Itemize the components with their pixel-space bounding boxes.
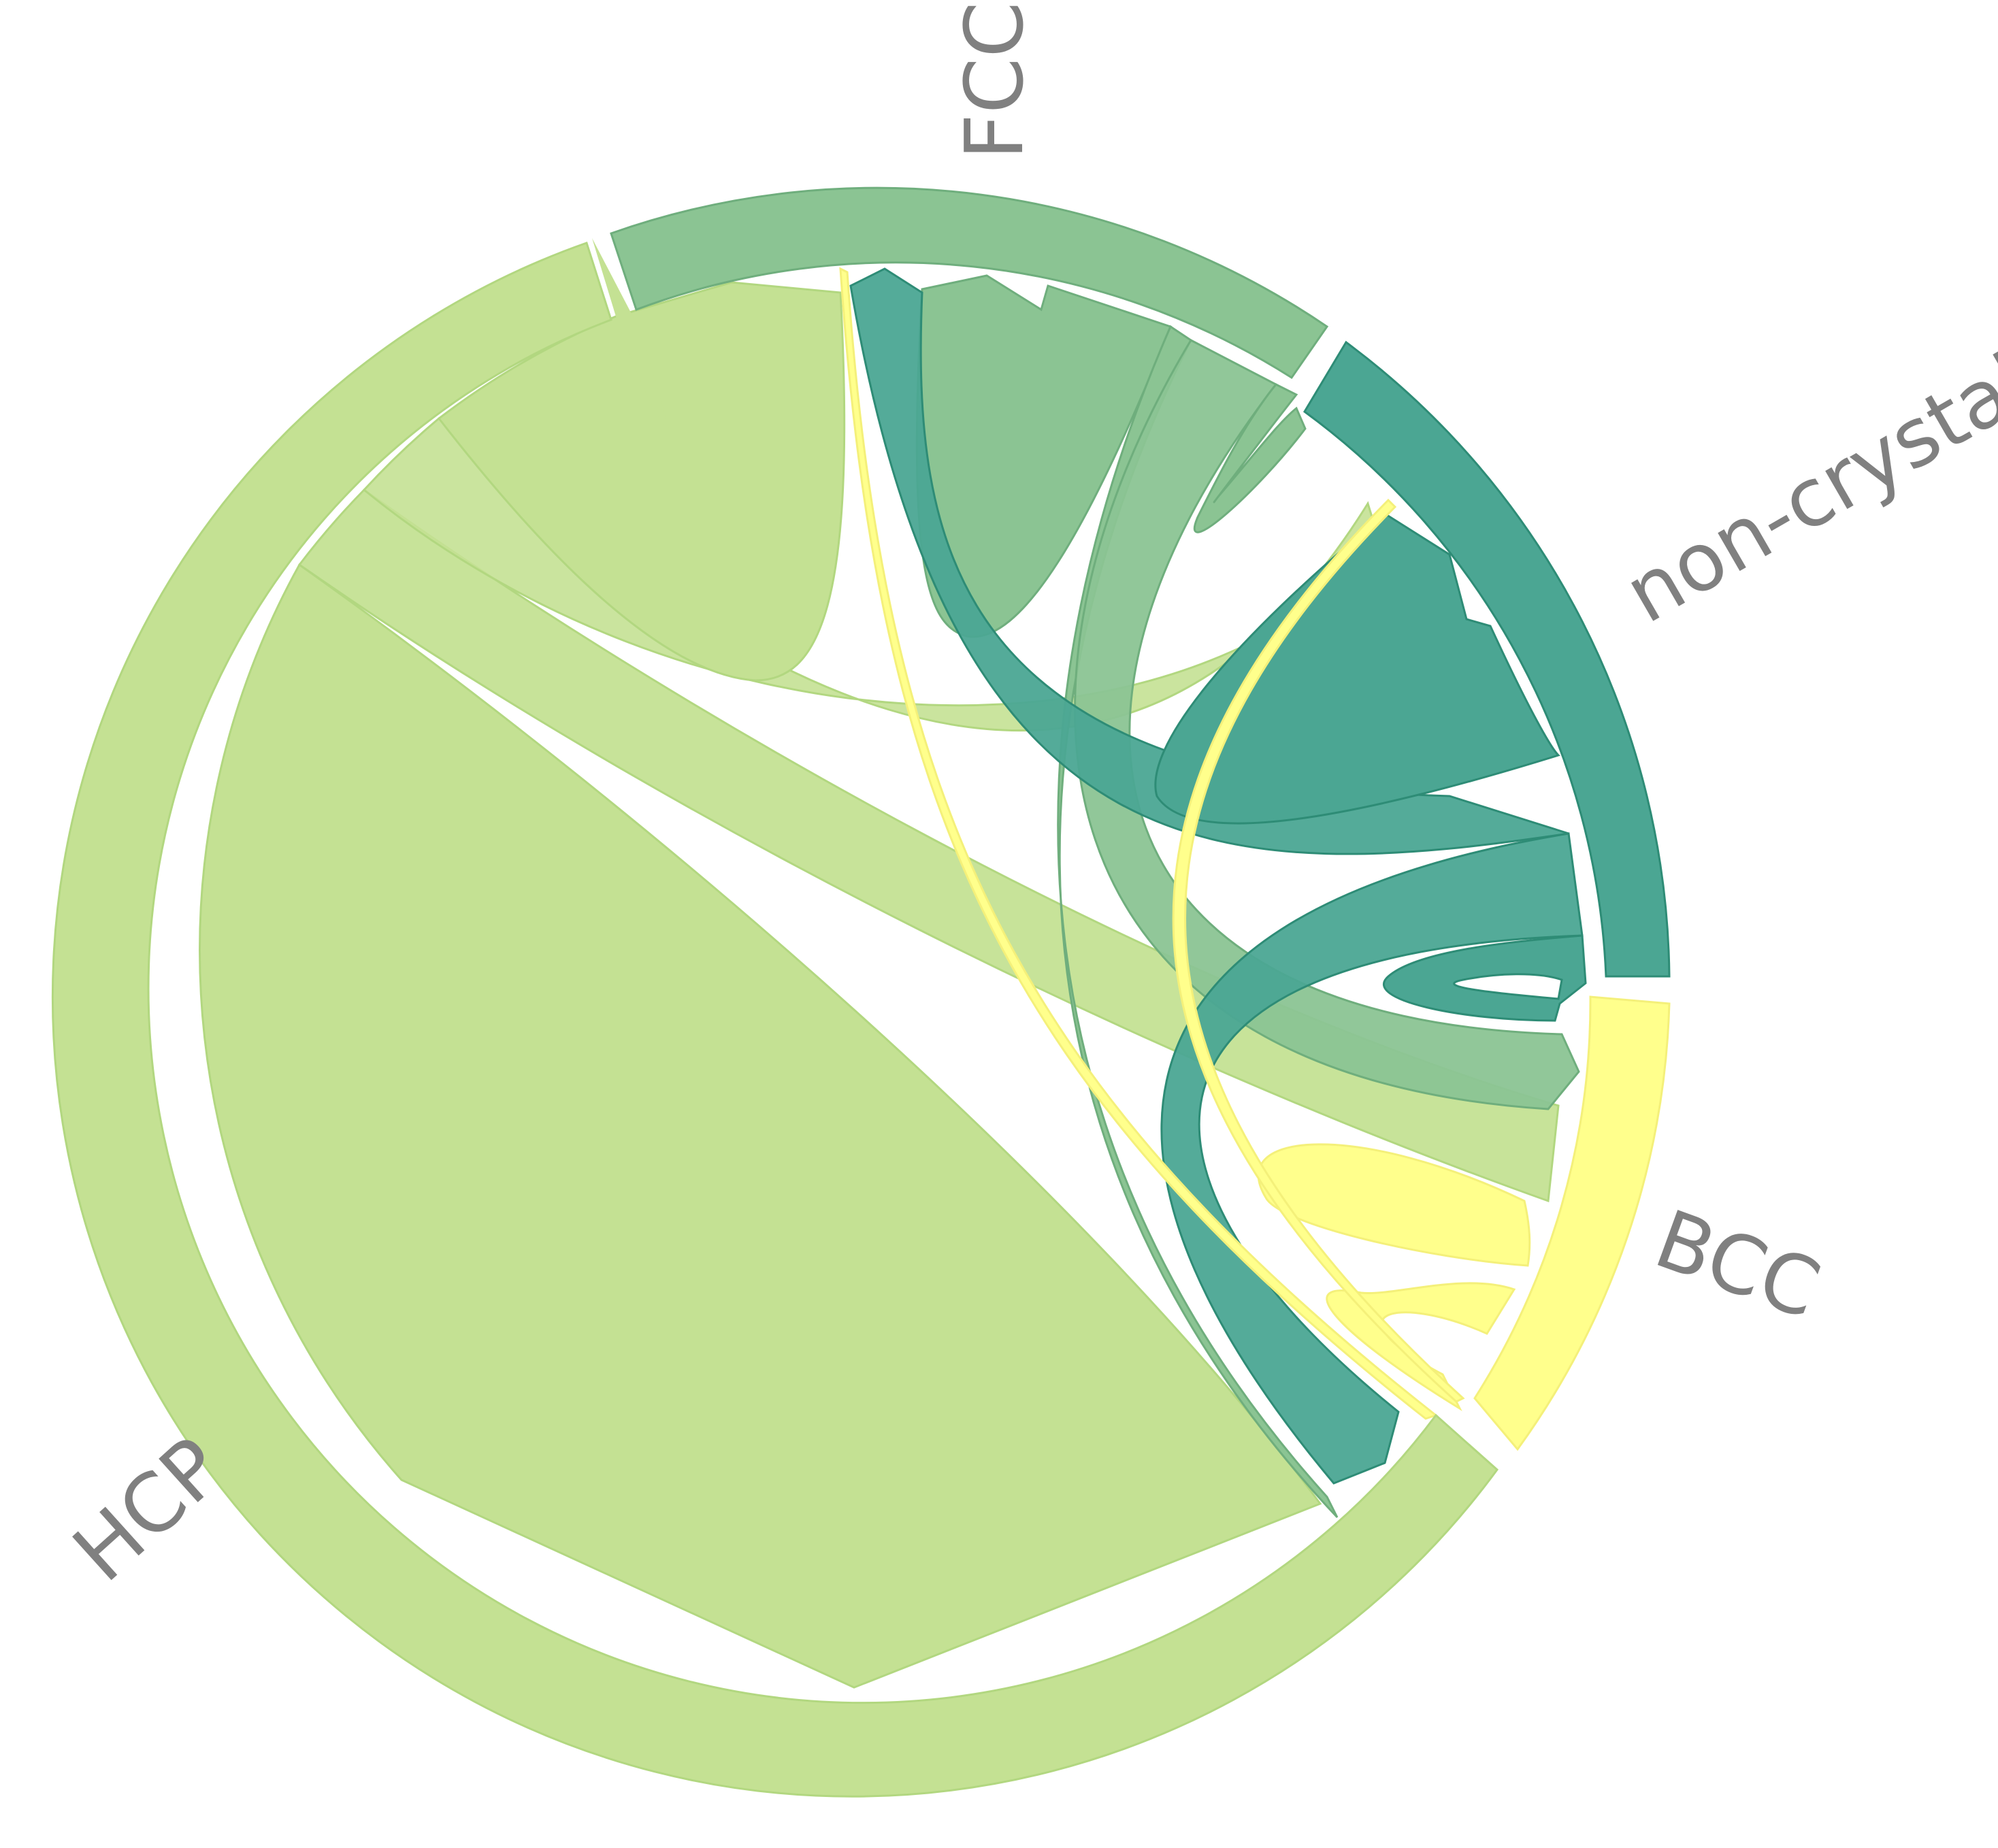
arc-hcp xyxy=(51,242,1499,1798)
label-bcc: BCC xyxy=(1643,1192,1831,1337)
ribbon-hcp-fcc xyxy=(437,281,846,682)
group-arcs xyxy=(51,186,1671,1798)
ribbon-hcp-hcp xyxy=(199,563,1322,1689)
label-fcc: FCC xyxy=(947,1,1041,160)
ribbon-noncrystal-loop xyxy=(1382,934,1587,1022)
arc-noncrystal xyxy=(1303,340,1671,978)
chord-ribbons xyxy=(199,238,1587,1689)
ribbon-noncrystal-noncrystal xyxy=(1154,512,1560,825)
label-noncrystal: non-crystal xyxy=(1609,335,1998,642)
ribbon-fcc-bcc xyxy=(1074,339,1580,1110)
arc-bcc xyxy=(1473,995,1671,1451)
ribbon-fcc-noncrystal xyxy=(1193,383,1307,533)
ribbon-bcc-noncrystal xyxy=(1172,498,1465,1403)
ribbon-noncrystal-bcc xyxy=(1160,832,1584,1485)
arc-fcc xyxy=(610,186,1329,380)
ribbon-hcp-sliver xyxy=(592,238,669,431)
